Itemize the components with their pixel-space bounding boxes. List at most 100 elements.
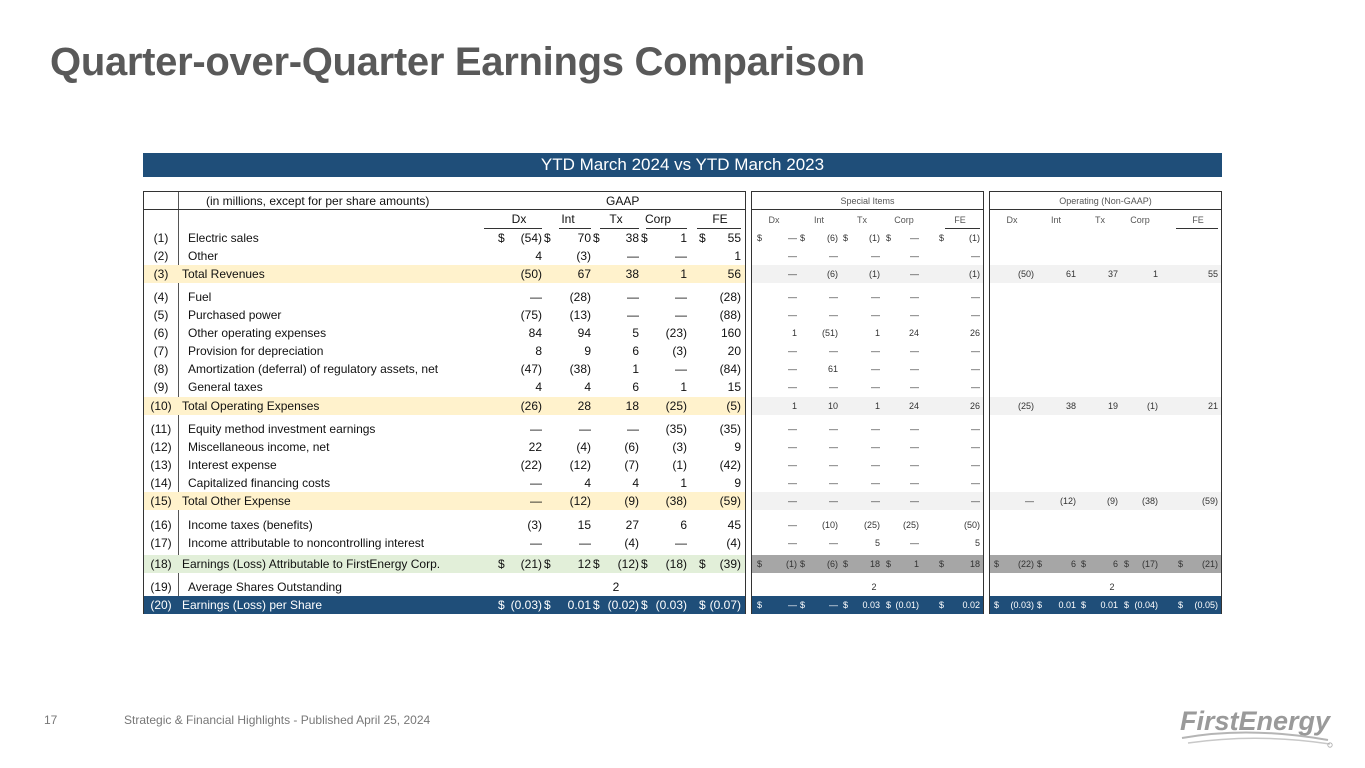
row-number: (9) xyxy=(153,380,169,394)
special-value-dx: — xyxy=(788,310,797,320)
special-value-tx: (1) xyxy=(869,233,880,243)
dollar-sign: $ xyxy=(757,600,763,610)
operating-col-fe: FE xyxy=(1192,215,1204,225)
firstenergy-logo: FirstEnergy xyxy=(1180,706,1333,748)
special-row: — — — — — xyxy=(752,420,983,438)
operating-row xyxy=(990,342,1221,360)
operating-value-fe: (0.05) xyxy=(1194,600,1218,610)
special-value-fe: 18 xyxy=(969,559,980,569)
gaap-value-corp: — xyxy=(675,536,687,550)
operating-row: (0.03) $0.01 $0.01 $ (0.04) $ (0.05) $ xyxy=(990,596,1221,614)
gaap-value-int: (38) xyxy=(569,362,591,376)
gaap-row: (13) Interest expense (22) (12) (7) (1) (42) xyxy=(144,456,745,474)
special-value-fe: — xyxy=(971,251,980,261)
row-label: General taxes xyxy=(188,380,263,394)
special-value-tx: 18 xyxy=(869,559,880,569)
gaap-value-tx: (6) xyxy=(624,440,639,454)
dollar-sign: $ xyxy=(994,600,1000,610)
special-value-fe: (50) xyxy=(963,520,980,530)
special-value-fe: — xyxy=(971,346,980,356)
special-row: — (6) (1) — (1) xyxy=(752,265,983,283)
gaap-row: (2) Other 4 (3) — — 1 xyxy=(144,247,745,265)
special-value-corp: (0.01) xyxy=(895,600,919,610)
dollar-sign: $ xyxy=(699,557,706,571)
gaap-value-fe: 9 xyxy=(734,476,741,490)
gaap-row: (8) Amortization (deferral) of regulatory… xyxy=(144,360,745,378)
special-row: — — 5 — 5 xyxy=(752,534,983,552)
special-value-dx: — xyxy=(788,460,797,470)
gaap-value-dx: — xyxy=(530,476,542,490)
gaap-value-fe: 15 xyxy=(727,380,741,394)
special-value-fe: — xyxy=(971,460,980,470)
gaap-row: (17) Income attributable to noncontrollin… xyxy=(144,534,745,552)
dollar-sign: $ xyxy=(1037,600,1043,610)
row-number: (14) xyxy=(150,476,172,490)
special-value-tx: — xyxy=(871,496,880,506)
operating-header-underline xyxy=(1176,228,1218,229)
gaap-value-fe: 9 xyxy=(734,440,741,454)
special-value-corp: — xyxy=(910,382,919,392)
operating-row xyxy=(990,474,1221,492)
gaap-value-corp: 1 xyxy=(680,380,687,394)
gaap-value-corp: (18) xyxy=(665,557,687,571)
operating-row xyxy=(990,378,1221,396)
dollar-sign: $ xyxy=(699,598,706,612)
dollar-sign: $ xyxy=(544,598,551,612)
operating-col-int: Int xyxy=(1050,215,1061,225)
gaap-value-dx: — xyxy=(530,536,542,550)
row-label: Electric sales xyxy=(188,231,259,245)
dollar-sign: $ xyxy=(544,231,551,245)
gaap-value-fe: 45 xyxy=(727,518,741,532)
operating-value-tx: 37 xyxy=(1107,269,1118,279)
row-number: (15) xyxy=(150,494,172,508)
dollar-sign: $ xyxy=(641,598,648,612)
operating-row xyxy=(990,247,1221,265)
gaap-value-fe: 20 xyxy=(727,344,741,358)
special-value-corp: — xyxy=(910,233,919,243)
row-number: (11) xyxy=(150,422,172,436)
row-number: (1) xyxy=(153,231,169,245)
operating-value-corp: (0.04) xyxy=(1134,600,1158,610)
gaap-header-underline xyxy=(600,228,639,229)
special-value-corp: 24 xyxy=(908,328,919,338)
gaap-value-int: 28 xyxy=(577,399,591,413)
gaap-row: (19) Average Shares Outstanding 2 xyxy=(144,578,745,596)
gaap-value-fe: 56 xyxy=(727,267,741,281)
special-value-fe: — xyxy=(971,478,980,488)
row-number: (6) xyxy=(153,326,169,340)
special-value-tx: (25) xyxy=(863,520,880,530)
gaap-col-dx: Dx xyxy=(511,212,527,226)
gaap-row: (7) Provision for depreciation 8 9 6 (3) 20 xyxy=(144,342,745,360)
dollar-sign: $ xyxy=(1081,559,1087,569)
special-value-dx: — xyxy=(788,292,797,302)
operating-row xyxy=(990,456,1221,474)
dollar-sign: $ xyxy=(886,600,892,610)
gaap-value-fe: (0.07) xyxy=(709,598,741,612)
dollar-sign: $ xyxy=(1124,559,1130,569)
special-value-int: 10 xyxy=(827,401,838,411)
special-value-corp: — xyxy=(910,538,919,548)
special-shares-value: 2 xyxy=(871,582,877,592)
special-value-int: — xyxy=(829,538,838,548)
gaap-value-corp: (38) xyxy=(665,494,687,508)
operating-row xyxy=(990,438,1221,456)
row-number: (7) xyxy=(153,344,169,358)
special-value-fe: — xyxy=(971,310,980,320)
gaap-value-int: 4 xyxy=(584,476,591,490)
gaap-row: (1) Electric sales (54) $70 $38 $1 $55 $ xyxy=(144,229,745,247)
special-value-int: (6) xyxy=(827,559,838,569)
gaap-value-int: 4 xyxy=(584,380,591,394)
gaap-value-tx: 6 xyxy=(632,380,639,394)
special-row: — $ (6) $ (1) $ — $ (1) $ xyxy=(752,229,983,247)
special-col-int: Int xyxy=(813,215,824,225)
special-row: — — — — — xyxy=(752,247,983,265)
gaap-value-corp: (3) xyxy=(672,344,687,358)
gaap-value-dx: 22 xyxy=(528,440,542,454)
special-value-int: — xyxy=(829,496,838,506)
special-group-header: Special Items xyxy=(840,196,895,206)
operating-row: (25) 38 19 (1) 21 xyxy=(990,397,1221,415)
special-row: — — — — — xyxy=(752,492,983,510)
special-value-int: (6) xyxy=(827,233,838,243)
special-row: — — — — — xyxy=(752,378,983,396)
operating-value-int: 6 xyxy=(1070,559,1076,569)
